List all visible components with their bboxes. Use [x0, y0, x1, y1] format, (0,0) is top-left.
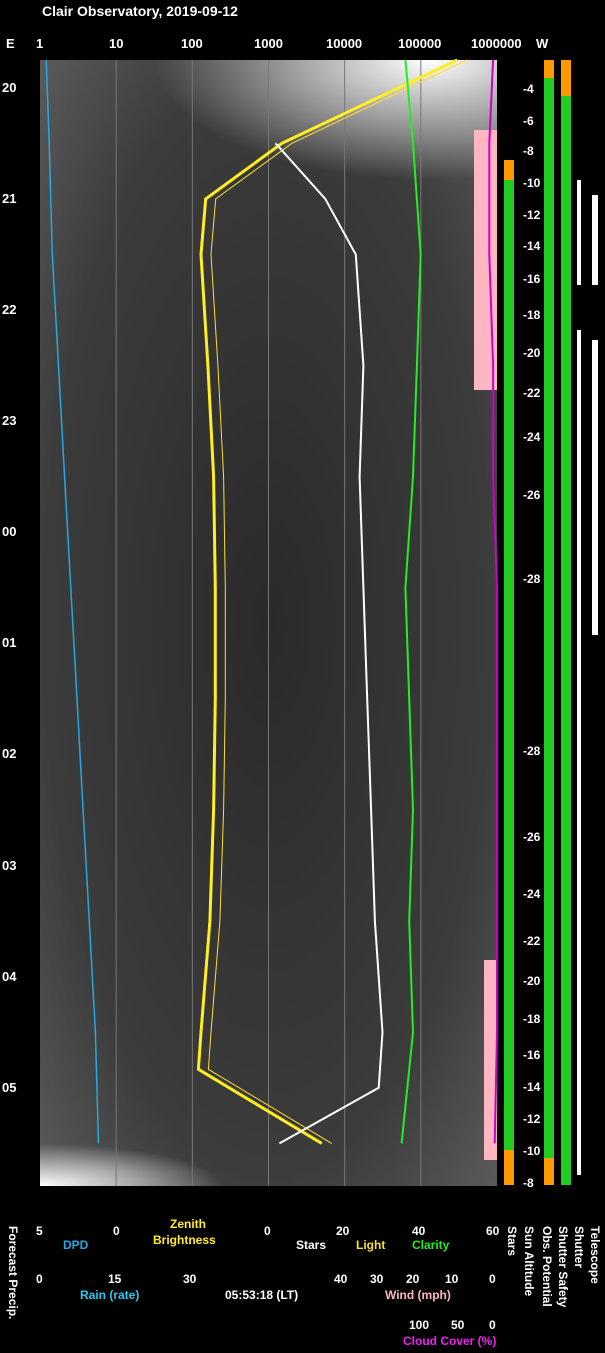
sun-alt-tick: -18: [523, 1012, 541, 1026]
telescope-bar: [592, 340, 598, 635]
sun-alt-tick: -14: [523, 1080, 541, 1094]
west-label: W: [536, 36, 549, 51]
cloud-tick-0: 0: [489, 1318, 496, 1332]
time-tick-20: 20: [2, 80, 17, 95]
forecast-precip-label: Forecast Precip.: [6, 1226, 20, 1320]
stars-bar-twilight: [504, 1150, 514, 1185]
time-tick-04: 04: [2, 969, 17, 984]
dpd-line: [45, 59, 100, 1144]
top-tick-1: 1: [36, 36, 44, 51]
sun-alt-tick: -8: [523, 1176, 534, 1190]
sun-alt-tick: -26: [523, 830, 541, 844]
sun-alt-tick: -28: [523, 572, 541, 586]
time-tick-23: 23: [2, 413, 17, 428]
zenith-axis-label-1: Zenith: [170, 1217, 206, 1231]
top-tick-10: 10: [109, 36, 124, 51]
sun-alt-tick: -24: [523, 887, 541, 901]
sun-alt-tick: -28: [523, 744, 541, 758]
telescope-bar: [592, 195, 598, 285]
wind-tick-10: 10: [445, 1272, 459, 1286]
vlabel-shutter: Shutter: [572, 1226, 586, 1268]
dpd-tick-5: 5: [36, 1224, 43, 1238]
top-tick-100000: 100000: [398, 36, 442, 51]
chart-title: Clair Observatory, 2019-09-12: [42, 3, 238, 19]
zenith-axis-label-2: Brightness: [153, 1233, 216, 1247]
stars-line: [274, 142, 384, 1145]
vlabel-obs-potential: Obs. Potential: [540, 1226, 554, 1307]
sun-alt-tick: -24: [523, 430, 541, 444]
sun-alt-tick: -8: [523, 144, 534, 158]
sun-alt-tick: -12: [523, 208, 541, 222]
sun-alt-tick: -16: [523, 272, 541, 286]
top-tick-1000000: 1000000: [471, 36, 522, 51]
sun-alt-tick: -20: [523, 346, 541, 360]
time-tick-01: 01: [2, 635, 17, 650]
light-line: [207, 59, 468, 1144]
obs-potential-bar: [544, 60, 554, 1185]
sun-alt-tick: -22: [523, 934, 541, 948]
wind-tick-20: 20: [406, 1272, 420, 1286]
sun-alt-tick: -4: [523, 82, 534, 96]
sun-alt-tick: -14: [523, 239, 541, 253]
rain-tick-15: 15: [108, 1272, 122, 1286]
time-tick-03: 03: [2, 858, 17, 873]
vlabel-telescope: Telescope: [588, 1226, 602, 1284]
east-label: E: [6, 36, 15, 51]
wind-tick-0: 0: [489, 1272, 496, 1286]
light-label: Light: [356, 1238, 386, 1252]
dpd-axis-label: DPD: [63, 1238, 89, 1252]
sun-alt-tick: -12: [523, 1112, 541, 1126]
sun-alt-tick: -10: [523, 176, 541, 190]
shutter-bar: [577, 180, 581, 285]
sun-alt-tick: -20: [523, 974, 541, 988]
dpd-tick-0: 0: [113, 1224, 120, 1238]
stars-tick-0: 0: [264, 1224, 271, 1238]
vlabel-shutter-safety: Shutter Safety: [556, 1226, 570, 1308]
zenith-brightness-line: [196, 58, 458, 1145]
cloud-cover-line: [488, 59, 498, 1144]
obs-potential-twilight: [544, 1158, 554, 1185]
cloud-axis-label: Cloud Cover (%): [403, 1334, 497, 1348]
time-tick-05: 05: [2, 1080, 17, 1095]
sun-alt-tick: -16: [523, 1048, 541, 1062]
time-tick-21: 21: [2, 191, 17, 206]
top-tick-10000: 10000: [326, 36, 363, 51]
sun-alt-tick: -6: [523, 114, 534, 128]
shutter-safety-bar: [561, 60, 571, 1185]
shutter-safety-twilight: [561, 60, 571, 96]
clarity-line: [400, 59, 422, 1144]
cloud-tick-50: 50: [451, 1318, 465, 1332]
stars-tick-40: 40: [412, 1224, 426, 1238]
stars-axis-label: Stars: [296, 1238, 327, 1252]
timestamp: 05:53:18 (LT): [225, 1288, 299, 1302]
cloud-tick-100: 100: [409, 1318, 430, 1332]
wind-tick-40: 40: [334, 1272, 348, 1286]
sun-alt-tick: -10: [523, 1144, 541, 1158]
stars-tick-20: 20: [336, 1224, 350, 1238]
rain-axis-label: Rain (rate): [80, 1288, 140, 1302]
time-tick-22: 22: [2, 302, 17, 317]
vlabel-stars: Stars: [505, 1226, 519, 1257]
top-tick-1000: 1000: [254, 36, 283, 51]
shutter-bar: [577, 330, 581, 1175]
stars-tick-60: 60: [486, 1224, 500, 1238]
clarity-label: Clarity: [412, 1238, 450, 1252]
sun-alt-tick: -18: [523, 308, 541, 322]
vlabel-sun-altitude: Sun Altitude: [522, 1226, 536, 1297]
rain-tick-30: 30: [183, 1272, 197, 1286]
stars-bar: [504, 160, 514, 1185]
top-tick-100: 100: [181, 36, 203, 51]
wind-band: [484, 960, 497, 1160]
sun-alt-tick: -22: [523, 386, 541, 400]
time-tick-02: 02: [2, 746, 17, 761]
time-tick-00: 00: [2, 524, 17, 539]
wind-tick-30: 30: [370, 1272, 384, 1286]
stars-bar-twilight: [504, 160, 514, 180]
obs-potential-twilight: [544, 60, 554, 78]
wind-axis-label: Wind (mph): [385, 1288, 451, 1302]
sun-alt-tick: -26: [523, 488, 541, 502]
rain-tick-0: 0: [36, 1272, 43, 1286]
